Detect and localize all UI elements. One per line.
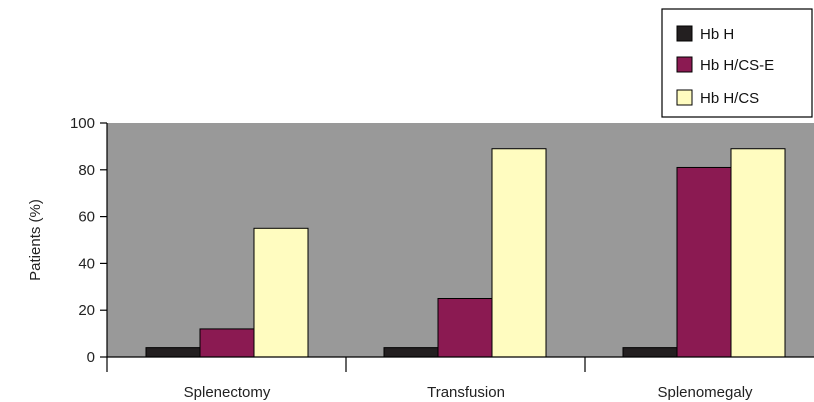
- bars-layer: [145, 148, 786, 358]
- y-tick-label: 20: [78, 302, 95, 319]
- y-tick-label: 60: [78, 209, 95, 226]
- legend-label: Hb H/CS-E: [700, 57, 774, 74]
- legend: Hb H Hb H/CS-E Hb H/CS: [661, 8, 813, 118]
- legend-swatch: [676, 56, 693, 73]
- bar-splenectomy-hb-h-cs-e: [199, 328, 255, 358]
- x-tick-label: Transfusion: [427, 384, 505, 401]
- bar-splenomegaly-hb-h: [622, 347, 678, 358]
- bar-splenectomy-hb-h-cs: [253, 227, 309, 358]
- bar-transfusion-hb-h: [383, 347, 439, 358]
- legend-swatch: [676, 25, 693, 42]
- bar-transfusion-hb-h-cs: [491, 148, 547, 358]
- legend-label: Hb H/CS: [700, 90, 759, 107]
- bar-splenomegaly-hb-h-cs-e: [676, 166, 732, 358]
- legend-label: Hb H: [700, 26, 734, 43]
- bar-transfusion-hb-h-cs-e: [437, 298, 493, 358]
- y-tick-label: 80: [78, 162, 95, 179]
- y-tick-label: 40: [78, 255, 95, 272]
- bar-splenectomy-hb-h: [145, 347, 201, 358]
- axes-layer: 0 20 40 60 80 100 Splenectomy Transfusion Spleno…: [70, 115, 814, 401]
- y-axis-title: Patients (%): [27, 199, 44, 281]
- y-tick-label: 0: [87, 349, 95, 366]
- y-tick-label: 100: [70, 115, 95, 132]
- bar-splenomegaly-hb-h-cs: [730, 148, 786, 358]
- x-tick-label: Splenectomy: [184, 384, 271, 401]
- x-tick-label: Splenomegaly: [657, 384, 753, 401]
- legend-swatch: [676, 89, 693, 106]
